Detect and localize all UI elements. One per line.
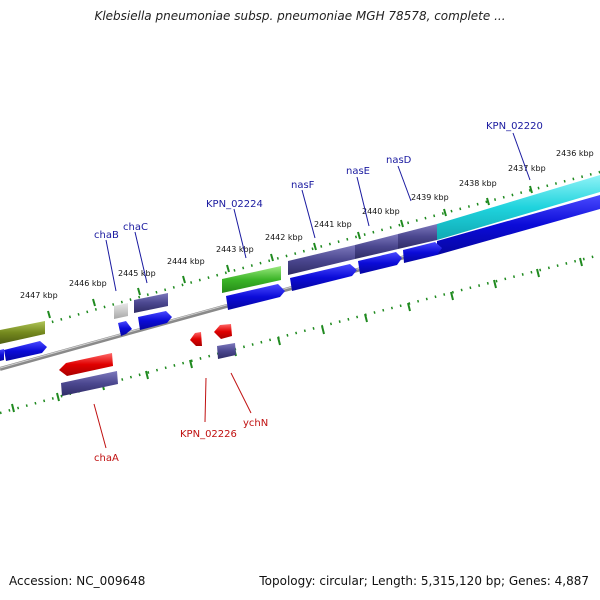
ruler-tick: [145, 370, 149, 380]
ruler-tick: [357, 231, 361, 240]
gene-label-nase[interactable]: nasE: [346, 166, 370, 177]
ruler-tick: [450, 291, 454, 301]
tick-label: 2438 kbp: [459, 179, 497, 188]
ruler-tick: [536, 268, 540, 278]
forward-features: [0, 175, 600, 344]
tick-label: 2442 kbp: [265, 233, 303, 242]
label-leader-line: [105, 239, 117, 292]
gene-label-chab[interactable]: chaB: [94, 230, 119, 241]
reverse-gene-label-texts: ychN KPN_02226 chaA: [94, 418, 268, 464]
cds-arrow-nasf[interactable]: [290, 264, 357, 291]
gene-feature-kpn-02220[interactable]: [437, 175, 600, 240]
gene-feature-left-olive[interactable]: [0, 321, 45, 344]
gene-feature-nase[interactable]: [355, 234, 398, 259]
gene-feature-chaa[interactable]: [61, 371, 118, 396]
label-leader-line: [93, 403, 107, 449]
tick-label: 2447 kbp: [20, 291, 58, 300]
ruler-tick: [137, 287, 141, 296]
topology-summary: Topology: circular; Length: 5,315,120 bp…: [259, 574, 589, 588]
cds-arrow-left-edge[interactable]: [0, 349, 4, 361]
ruler-tick: [443, 208, 447, 217]
tick-label: 2446 kbp: [69, 279, 107, 288]
gene-label-chaa[interactable]: chaA: [94, 453, 119, 464]
forward-cds-arrows: [0, 195, 600, 361]
ruler-tick: [189, 359, 193, 369]
cds-arrow-ychn[interactable]: [214, 324, 232, 339]
label-leader-line: [204, 377, 207, 423]
gene-label-kpn-02226[interactable]: KPN_02226: [180, 429, 237, 440]
ruler-tick: [182, 275, 186, 284]
label-leader-line: [512, 132, 531, 181]
cds-arrow-left[interactable]: [4, 341, 47, 361]
gene-feature-chab[interactable]: [114, 303, 128, 319]
forward-gene-labels: [105, 132, 531, 292]
tick-label: 2437 kbp: [508, 164, 546, 173]
tick-label: 2440 kbp: [362, 207, 400, 216]
gene-feature-ychn[interactable]: [217, 343, 236, 359]
tick-label: 2441 kbp: [314, 220, 352, 229]
cds-arrow-chab[interactable]: [118, 321, 132, 336]
ruler-tick: [277, 336, 281, 346]
ruler-tick: [47, 310, 51, 319]
label-leader-line: [230, 372, 252, 414]
ruler-tick: [493, 279, 497, 289]
gene-label-nasf[interactable]: nasF: [291, 180, 315, 191]
ruler-tick: [579, 257, 583, 267]
cds-arrow-chac[interactable]: [138, 311, 172, 330]
ruler-tick: [92, 298, 96, 307]
gene-feature-chac[interactable]: [134, 293, 168, 313]
cds-arrow-kpn-02224[interactable]: [226, 284, 285, 310]
ruler-tick: [400, 219, 404, 228]
cds-arrow-nasd[interactable]: [403, 242, 442, 263]
ruler-tick: [407, 302, 411, 312]
ruler-tick: [56, 392, 60, 402]
tick-label: 2445 kbp: [118, 269, 156, 278]
gene-feature-nasf[interactable]: [288, 245, 355, 275]
forward-gene-label-texts: KPN_02220 nasD nasE nasF KPN_02224 chaC …: [94, 121, 543, 241]
reverse-cds: [59, 324, 236, 396]
tick-label: 2439 kbp: [411, 193, 449, 202]
tick-labels: 2436 kbp 2437 kbp 2438 kbp 2439 kbp 2440…: [20, 149, 594, 300]
label-leader-line: [134, 231, 148, 284]
ruler-tick: [11, 403, 15, 413]
gene-label-nasd[interactable]: nasD: [386, 155, 412, 166]
ruler-tick: [226, 264, 230, 273]
gene-feature-nasd[interactable]: [398, 224, 437, 249]
label-leader-line: [356, 176, 370, 227]
label-leader-line: [397, 165, 412, 202]
upper-ruler-dotted-line: [0, 170, 600, 339]
cds-arrow-nase[interactable]: [358, 252, 402, 274]
cds-arrow-kpn-02226[interactable]: [190, 332, 202, 346]
ruler-tick: [321, 325, 325, 335]
gene-label-chac[interactable]: chaC: [123, 222, 148, 233]
accession-label: Accession: NC_009648: [9, 574, 146, 588]
gene-label-kpn-02224[interactable]: KPN_02224: [206, 199, 263, 210]
reverse-gene-labels: [93, 372, 252, 449]
gene-feature-kpn-02224[interactable]: [222, 266, 281, 293]
cds-arrow-chaa[interactable]: [59, 353, 113, 376]
tick-label: 2436 kbp: [556, 149, 594, 158]
map-title: Klebsiella pneumoniae subsp. pneumoniae …: [94, 9, 506, 23]
label-leader-line: [301, 189, 316, 239]
gene-label-kpn-02220[interactable]: KPN_02220: [486, 121, 543, 132]
ruler-tick: [364, 313, 368, 323]
ruler-tick: [486, 197, 490, 206]
tick-label: 2444 kbp: [167, 257, 205, 266]
ruler-tick: [529, 185, 533, 194]
upper-ruler-ticks: [47, 185, 533, 319]
cds-arrow-kpn-02220[interactable]: [437, 195, 600, 255]
gene-label-ychn[interactable]: ychN: [243, 418, 268, 429]
label-leader-line: [233, 208, 247, 259]
tick-label: 2443 kbp: [216, 245, 254, 254]
ruler-tick: [270, 253, 274, 262]
ruler-tick: [313, 242, 317, 251]
